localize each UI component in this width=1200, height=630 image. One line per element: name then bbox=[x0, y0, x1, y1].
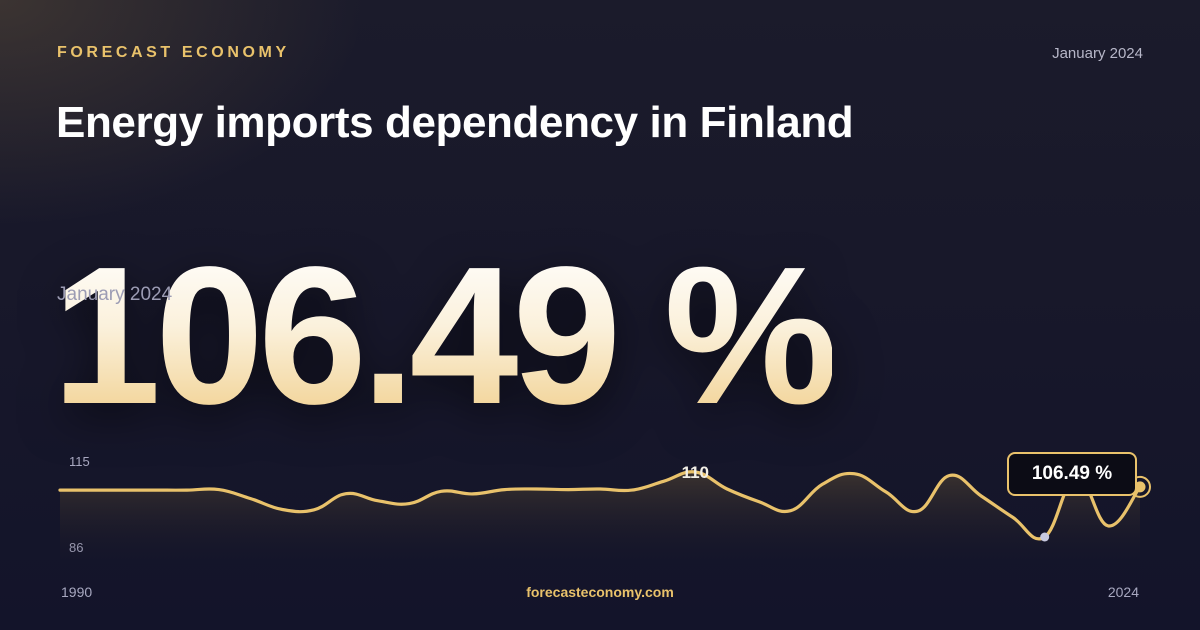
page-title: Energy imports dependency in Finland bbox=[56, 98, 854, 147]
min-point-marker bbox=[1040, 532, 1050, 542]
headline-date: January 2024 bbox=[57, 284, 173, 305]
y-axis-max-label: 115 bbox=[69, 454, 90, 469]
peak-value-label: 110 bbox=[682, 463, 709, 482]
last-point-marker bbox=[1134, 481, 1146, 493]
series-area bbox=[60, 471, 1140, 563]
source-link[interactable]: forecasteconomy.com bbox=[526, 584, 674, 600]
headline-value: 106.49 % bbox=[52, 226, 838, 445]
header-date: January 2024 bbox=[1052, 45, 1143, 62]
x-axis-start-label: 1990 bbox=[61, 584, 93, 600]
series-line bbox=[58, 470, 1142, 541]
brand-name: FORECAST ECONOMY bbox=[57, 44, 290, 61]
x-axis-end-label: 2024 bbox=[1107, 584, 1139, 600]
last-value-badge: 106.49 % bbox=[1007, 452, 1137, 496]
